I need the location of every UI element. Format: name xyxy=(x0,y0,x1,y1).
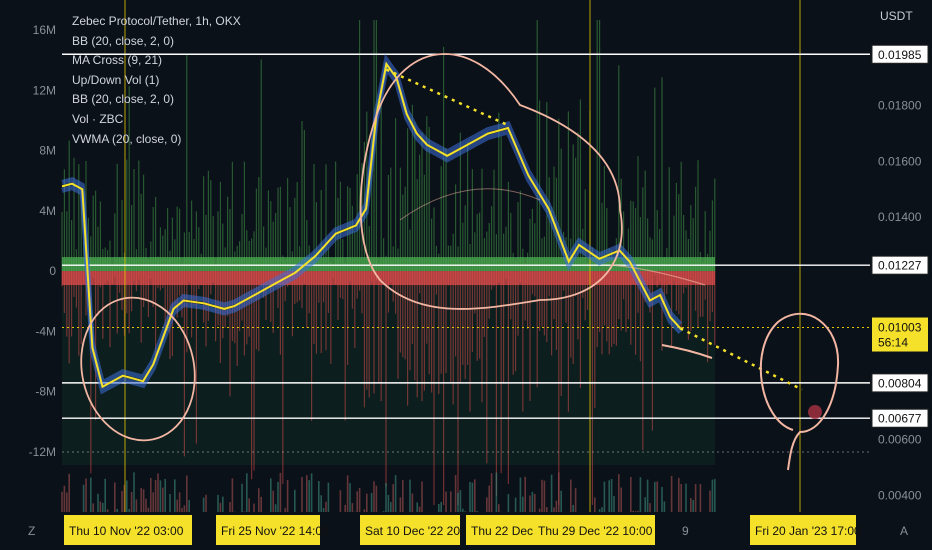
annotation-arc xyxy=(399,188,541,221)
annotation-curve xyxy=(609,264,706,286)
right-axis-tick: 0.00400 xyxy=(878,488,922,502)
down-volume-zone xyxy=(62,271,715,286)
time-label: Thu 22 Dec '2 xyxy=(471,524,546,538)
left-axis-tick: -8M xyxy=(35,385,56,399)
price-level-label: 0.01985 xyxy=(878,48,922,62)
time-label: Fri 25 Nov '22 14:00 xyxy=(221,524,329,538)
up-volume-zone xyxy=(62,257,715,272)
corner-left-label[interactable]: Z xyxy=(28,524,36,538)
indicator-ma-cross[interactable]: MA Cross (9, 21) xyxy=(72,53,163,68)
time-label-bg xyxy=(360,515,460,545)
time-label: 9 xyxy=(682,524,689,538)
time-label-bg xyxy=(533,515,655,545)
price-level-label: 0.00804 xyxy=(878,376,922,390)
price-level-label-bg xyxy=(871,255,929,275)
price-level-label: 0.01227 xyxy=(878,259,922,273)
annotation-circle-left xyxy=(80,296,196,442)
time-label: Sat 10 Dec '22 20:0 xyxy=(365,524,470,538)
indicator-bb-1[interactable]: BB (20, close, 2, 0) xyxy=(72,33,175,48)
current-price-label: 0.01003 xyxy=(878,321,922,335)
horizontal-levels xyxy=(62,53,870,453)
axes: USDT 0.01985 0.01800 0.01600 0.01400 0.01227 0… xyxy=(29,9,929,545)
projection-line xyxy=(679,327,803,391)
right-axis-tick: 0.00600 xyxy=(878,433,922,447)
right-axis-tick: 0.01400 xyxy=(878,210,922,224)
time-label: Thu 29 Dec '22 10:00 xyxy=(538,524,653,538)
left-axis-tick: -12M xyxy=(29,445,56,459)
corner-right-label[interactable]: A xyxy=(900,524,909,538)
volume-bars xyxy=(61,20,716,512)
indicator-vwma[interactable]: VWMA (20, close, 0) xyxy=(72,131,182,146)
right-axis-tick: 0.01800 xyxy=(878,99,922,113)
right-axis-tick: 0.01600 xyxy=(878,154,922,168)
time-label-bg xyxy=(216,515,320,545)
left-axis-tick: 12M xyxy=(33,83,56,97)
time-label-bg xyxy=(750,515,856,545)
target-marker xyxy=(808,405,822,419)
time-label: Fri 20 Jan '23 17:00 xyxy=(755,524,861,538)
time-label: Thu 10 Nov '22 03:00 xyxy=(69,524,184,538)
indicator-updown-vol[interactable]: Up/Down Vol (1) xyxy=(72,72,160,87)
time-label-bg xyxy=(64,515,192,545)
indicator-vol[interactable]: Vol · ZBC xyxy=(72,111,124,126)
countdown-label: 56:14 xyxy=(878,336,908,350)
annotation-circle-right xyxy=(759,312,840,471)
left-axis-tick: -4M xyxy=(35,324,56,338)
indicator-legend: Zebec Protocol/Tether, 1h, OKX BB (20, c… xyxy=(72,12,241,149)
right-axis-unit: USDT xyxy=(880,9,913,23)
current-price-label-bg xyxy=(872,317,928,352)
left-axis-tick: 8M xyxy=(39,144,56,158)
left-axis-tick: 4M xyxy=(39,204,56,218)
time-label-bg xyxy=(466,515,536,545)
price-level-label-bg xyxy=(871,44,929,64)
price-level-label: 0.00677 xyxy=(878,412,922,426)
annotation-drawings xyxy=(80,53,840,471)
price-level-label-bg xyxy=(871,373,929,393)
trend-dotted-line xyxy=(385,68,509,127)
left-axis-tick: 16M xyxy=(33,23,56,37)
indicator-bb-2[interactable]: BB (20, close, 2, 0) xyxy=(72,92,175,107)
left-axis-tick: 0 xyxy=(49,264,56,278)
symbol-title[interactable]: Zebec Protocol/Tether, 1h, OKX xyxy=(72,14,241,28)
annotation-stroke xyxy=(661,344,713,359)
price-level-label-bg xyxy=(871,408,929,428)
